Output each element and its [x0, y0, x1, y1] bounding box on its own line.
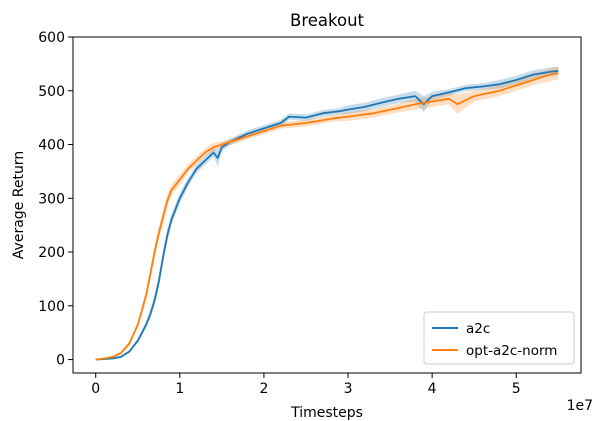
legend-label: opt-a2c-norm: [466, 343, 557, 359]
legend: a2c opt-a2c-norm: [424, 312, 574, 364]
y-tick-label: 0: [56, 353, 65, 369]
x-axis: 0 1 2 3 4 5: [91, 373, 520, 397]
y-tick-label: 500: [38, 84, 65, 100]
y-axis: 0 100 200 300 400 500 600: [38, 30, 73, 369]
y-tick-label: 400: [38, 138, 65, 154]
x-tick-label: 5: [512, 381, 521, 397]
chart-title: Breakout: [290, 11, 365, 30]
y-axis-label: Average Return: [11, 151, 27, 259]
y-tick-label: 600: [38, 30, 65, 46]
x-tick-label: 4: [428, 381, 437, 397]
x-tick-label: 2: [259, 381, 268, 397]
x-axis-scale-label: 1e7: [567, 398, 593, 414]
x-tick-label: 1: [175, 381, 184, 397]
y-tick-label: 200: [38, 245, 65, 261]
legend-label: a2c: [466, 321, 490, 337]
y-tick-label: 300: [38, 191, 65, 207]
x-tick-label: 3: [344, 381, 353, 397]
x-tick-label: 0: [91, 381, 100, 397]
y-tick-label: 100: [38, 299, 65, 315]
x-axis-label: Timesteps: [290, 405, 363, 421]
